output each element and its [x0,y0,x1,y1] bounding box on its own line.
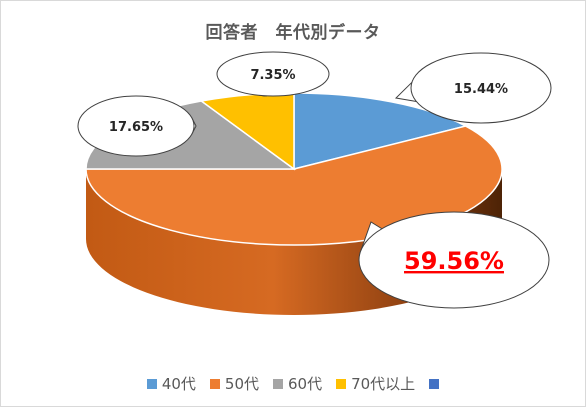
data-label-3: 17.65% [109,120,163,135]
legend-label: 60代 [288,375,323,393]
legend-item-2: 50代 [209,373,259,394]
chart-title: 回答者 年代別データ [205,23,381,43]
legend-label: 40代 [161,375,196,393]
data-label-callout-3: 17.65% [77,95,197,157]
legend: 40代 50代 60代 70代以上 [1,373,585,394]
data-label-callout-1: 15.44% [394,52,552,124]
legend-swatch [429,378,440,389]
legend-swatch [336,378,347,389]
data-label-2: 59.56% [404,247,504,275]
data-label-callout-2: 59.56% [358,211,550,309]
legend-item-3: 60代 [273,373,322,394]
data-label-4: 7.35% [250,68,295,83]
legend-item-5 [429,378,440,389]
legend-label: 50代 [224,375,259,393]
legend-item-4: 70代以上 [336,373,415,394]
pie-slice-2 [85,125,503,246]
legend-swatch [209,378,220,389]
legend-swatch [273,378,283,389]
legend-item-1: 40代 [146,373,196,394]
data-label-callout-4: 7.35% [216,51,330,97]
legend-swatch [146,378,157,389]
data-label-1: 15.44% [454,82,508,97]
legend-label: 70代以上 [351,375,416,393]
